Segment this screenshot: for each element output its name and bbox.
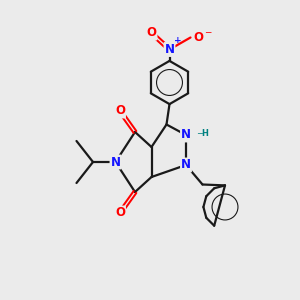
Text: O: O (194, 31, 203, 44)
Text: O: O (146, 26, 157, 40)
Text: +: + (174, 36, 181, 45)
Text: N: N (181, 128, 191, 142)
Text: ─H: ─H (197, 129, 209, 138)
Text: N: N (164, 43, 175, 56)
Text: O: O (115, 104, 125, 118)
Text: O: O (115, 206, 125, 220)
Text: ─: ─ (205, 29, 210, 38)
Text: N: N (110, 155, 121, 169)
Text: N: N (181, 158, 191, 172)
